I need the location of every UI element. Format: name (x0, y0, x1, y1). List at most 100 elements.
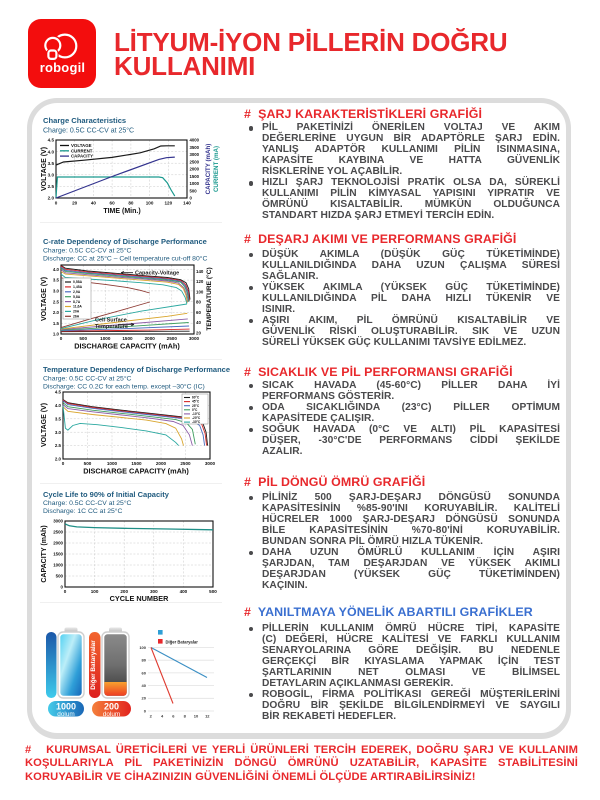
svg-text:120: 120 (196, 279, 204, 284)
svg-text:2500: 2500 (167, 336, 178, 341)
svg-text:4.5: 4.5 (55, 390, 62, 395)
svg-text:2.0: 2.0 (53, 310, 60, 315)
svg-text:0: 0 (55, 201, 58, 206)
svg-text:3000: 3000 (189, 336, 200, 341)
svg-text:Charge: 0.5C CC-CV at 25°C: Charge: 0.5C CC-CV at 25°C (43, 247, 132, 255)
svg-text:2.5: 2.5 (48, 184, 55, 189)
svg-text:1500: 1500 (122, 336, 133, 341)
svg-text:Discharge: CC 0.2C for each te: Discharge: CC 0.2C for each temp. except… (43, 383, 205, 391)
svg-text:40: 40 (91, 201, 97, 206)
svg-text:Diğer Bataryalar: Diğer Bataryalar (166, 639, 199, 644)
svg-text:500: 500 (84, 461, 92, 466)
svg-text:VOLTAGE (V): VOLTAGE (V) (41, 403, 48, 447)
svg-text:4000: 4000 (190, 138, 200, 143)
svg-text:1.0: 1.0 (53, 332, 60, 337)
svg-text:2500: 2500 (190, 159, 200, 164)
svg-text:6: 6 (172, 714, 175, 719)
svg-text:40: 40 (142, 683, 147, 688)
svg-text:2: 2 (150, 714, 153, 719)
svg-text:20: 20 (72, 201, 78, 206)
svg-text:2.0: 2.0 (48, 196, 55, 201)
svg-text:VOLTAGE (V): VOLTAGE (V) (41, 147, 48, 191)
svg-text:CAPACITY: CAPACITY (71, 154, 93, 159)
svg-text:dolum: dolum (57, 711, 74, 718)
svg-text:2500: 2500 (180, 461, 191, 466)
svg-text:CAPACITY (mAh): CAPACITY (mAh) (205, 144, 212, 195)
svg-text:robogil: robogil (40, 60, 85, 75)
svg-text:20: 20 (142, 696, 147, 701)
svg-text:60°C: 60°C (192, 396, 200, 400)
svg-text:2,9A: 2,9A (73, 290, 81, 294)
svg-text:1000: 1000 (107, 461, 118, 466)
svg-text:VOLTAGE (V): VOLTAGE (V) (41, 277, 48, 321)
svg-text:100: 100 (139, 645, 146, 650)
svg-text:1500: 1500 (190, 174, 200, 179)
svg-text:CYCLE NUMBER: CYCLE NUMBER (110, 594, 170, 602)
svg-text:80: 80 (142, 658, 147, 663)
svg-text:3.0: 3.0 (55, 430, 62, 435)
svg-text:8: 8 (184, 714, 187, 719)
svg-text:3.0: 3.0 (53, 289, 60, 294)
svg-text:20A: 20A (73, 310, 80, 314)
svg-text:500: 500 (56, 574, 64, 579)
svg-text:3500: 3500 (190, 145, 200, 150)
svg-text:200: 200 (104, 702, 119, 712)
svg-text:3.5: 3.5 (55, 416, 62, 421)
svg-text:0: 0 (60, 336, 63, 341)
svg-text:1000: 1000 (100, 336, 111, 341)
svg-text:60: 60 (142, 670, 147, 675)
svg-text:400: 400 (180, 589, 188, 594)
svg-text:3.5: 3.5 (53, 278, 60, 283)
svg-text:2000: 2000 (145, 336, 156, 341)
svg-text:500: 500 (190, 188, 198, 193)
svg-text:1000: 1000 (56, 702, 76, 712)
svg-text:60: 60 (196, 310, 201, 315)
svg-text:-30°C: -30°C (192, 420, 201, 424)
svg-text:140: 140 (183, 201, 191, 206)
svg-text:2000: 2000 (156, 461, 167, 466)
svg-text:1500: 1500 (53, 552, 63, 557)
svg-text:100: 100 (196, 289, 204, 294)
svg-text:CAPACITY (mAh): CAPACITY (mAh) (41, 525, 48, 582)
svg-text:-10°C: -10°C (192, 412, 201, 416)
svg-text:20: 20 (196, 330, 201, 335)
svg-text:45°C: 45°C (192, 400, 200, 404)
svg-text:DISCHARGE CAPACITY (mAh): DISCHARGE CAPACITY (mAh) (83, 467, 189, 476)
svg-text:3000: 3000 (190, 152, 200, 157)
svg-text:26A: 26A (73, 315, 80, 319)
svg-text:80: 80 (128, 201, 134, 206)
svg-text:140: 140 (196, 269, 204, 274)
svg-text:Charge: 0.5C CC-CV at 25°C: Charge: 0.5C CC-CV at 25°C (43, 499, 132, 507)
svg-text:TEMPERATURE (°C): TEMPERATURE (°C) (205, 267, 213, 330)
svg-text:500: 500 (209, 589, 217, 594)
svg-text:4.0: 4.0 (48, 149, 55, 154)
svg-text:80: 80 (196, 300, 201, 305)
svg-text:CURRENT (mA): CURRENT (mA) (213, 146, 220, 192)
svg-text:Diğer Bataryalar: Diğer Bataryalar (90, 640, 97, 690)
svg-text:0: 0 (190, 196, 193, 201)
svg-text:TIME (Min.): TIME (Min.) (103, 208, 140, 215)
svg-text:3000: 3000 (53, 519, 63, 524)
svg-text:1000: 1000 (190, 181, 200, 186)
svg-text:Cycle Life to 90% of Initial C: Cycle Life to 90% of Initial Capacity (43, 490, 170, 499)
svg-text:100: 100 (146, 201, 154, 206)
svg-text:Charge Characteristics: Charge Characteristics (43, 116, 126, 125)
svg-text:2500: 2500 (53, 530, 63, 535)
svg-text:12: 12 (205, 714, 210, 719)
svg-text:2000: 2000 (53, 541, 63, 546)
svg-text:2000: 2000 (190, 167, 200, 172)
svg-text:200: 200 (120, 589, 128, 594)
svg-text:C-rate Dependency of Discharge: C-rate Dependency of Discharge Performan… (43, 237, 207, 246)
svg-text:VOLTAGE: VOLTAGE (71, 143, 92, 148)
svg-text:1,45A: 1,45A (73, 285, 83, 289)
svg-text:2.0: 2.0 (55, 457, 62, 462)
svg-text:4: 4 (161, 714, 164, 719)
svg-text:4.0: 4.0 (55, 403, 62, 408)
svg-text:Discharge: 1C CC at 25°C: Discharge: 1C CC at 25°C (43, 507, 122, 515)
svg-text:0: 0 (64, 589, 67, 594)
svg-text:1.5: 1.5 (53, 321, 60, 326)
svg-text:8,7A: 8,7A (73, 300, 81, 304)
svg-text:120: 120 (164, 201, 172, 206)
svg-text:5,8A: 5,8A (73, 295, 81, 299)
svg-text:CURRENT: CURRENT (71, 148, 93, 153)
